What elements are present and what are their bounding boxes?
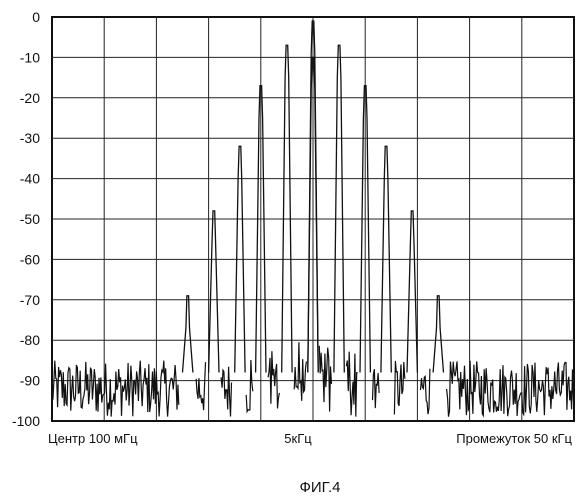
x-label-left: Центр 100 мГц (48, 431, 138, 446)
y-tick-label: -80 (20, 332, 40, 348)
y-tick-label: -40 (20, 171, 40, 187)
x-label-center: 5кГц (284, 431, 312, 446)
y-tick-label: -100 (12, 413, 40, 429)
x-label-right: Промежуток 50 кГц (456, 431, 572, 446)
y-tick-label: -20 (20, 90, 40, 106)
y-tick-label: -30 (20, 130, 40, 146)
y-tick-label: -10 (20, 49, 40, 65)
y-axis-ticks: 0 -10 -20 -30 -40 -50 -60 -70 -80 -90 -100 (12, 9, 40, 429)
y-tick-label: -70 (20, 292, 40, 308)
figure-caption: ФИГ.4 (300, 479, 341, 496)
plot-area (52, 17, 574, 421)
y-tick-label: 0 (32, 9, 40, 25)
y-tick-label: -90 (20, 373, 40, 389)
y-tick-label: -50 (20, 211, 40, 227)
y-tick-label: -60 (20, 251, 40, 267)
